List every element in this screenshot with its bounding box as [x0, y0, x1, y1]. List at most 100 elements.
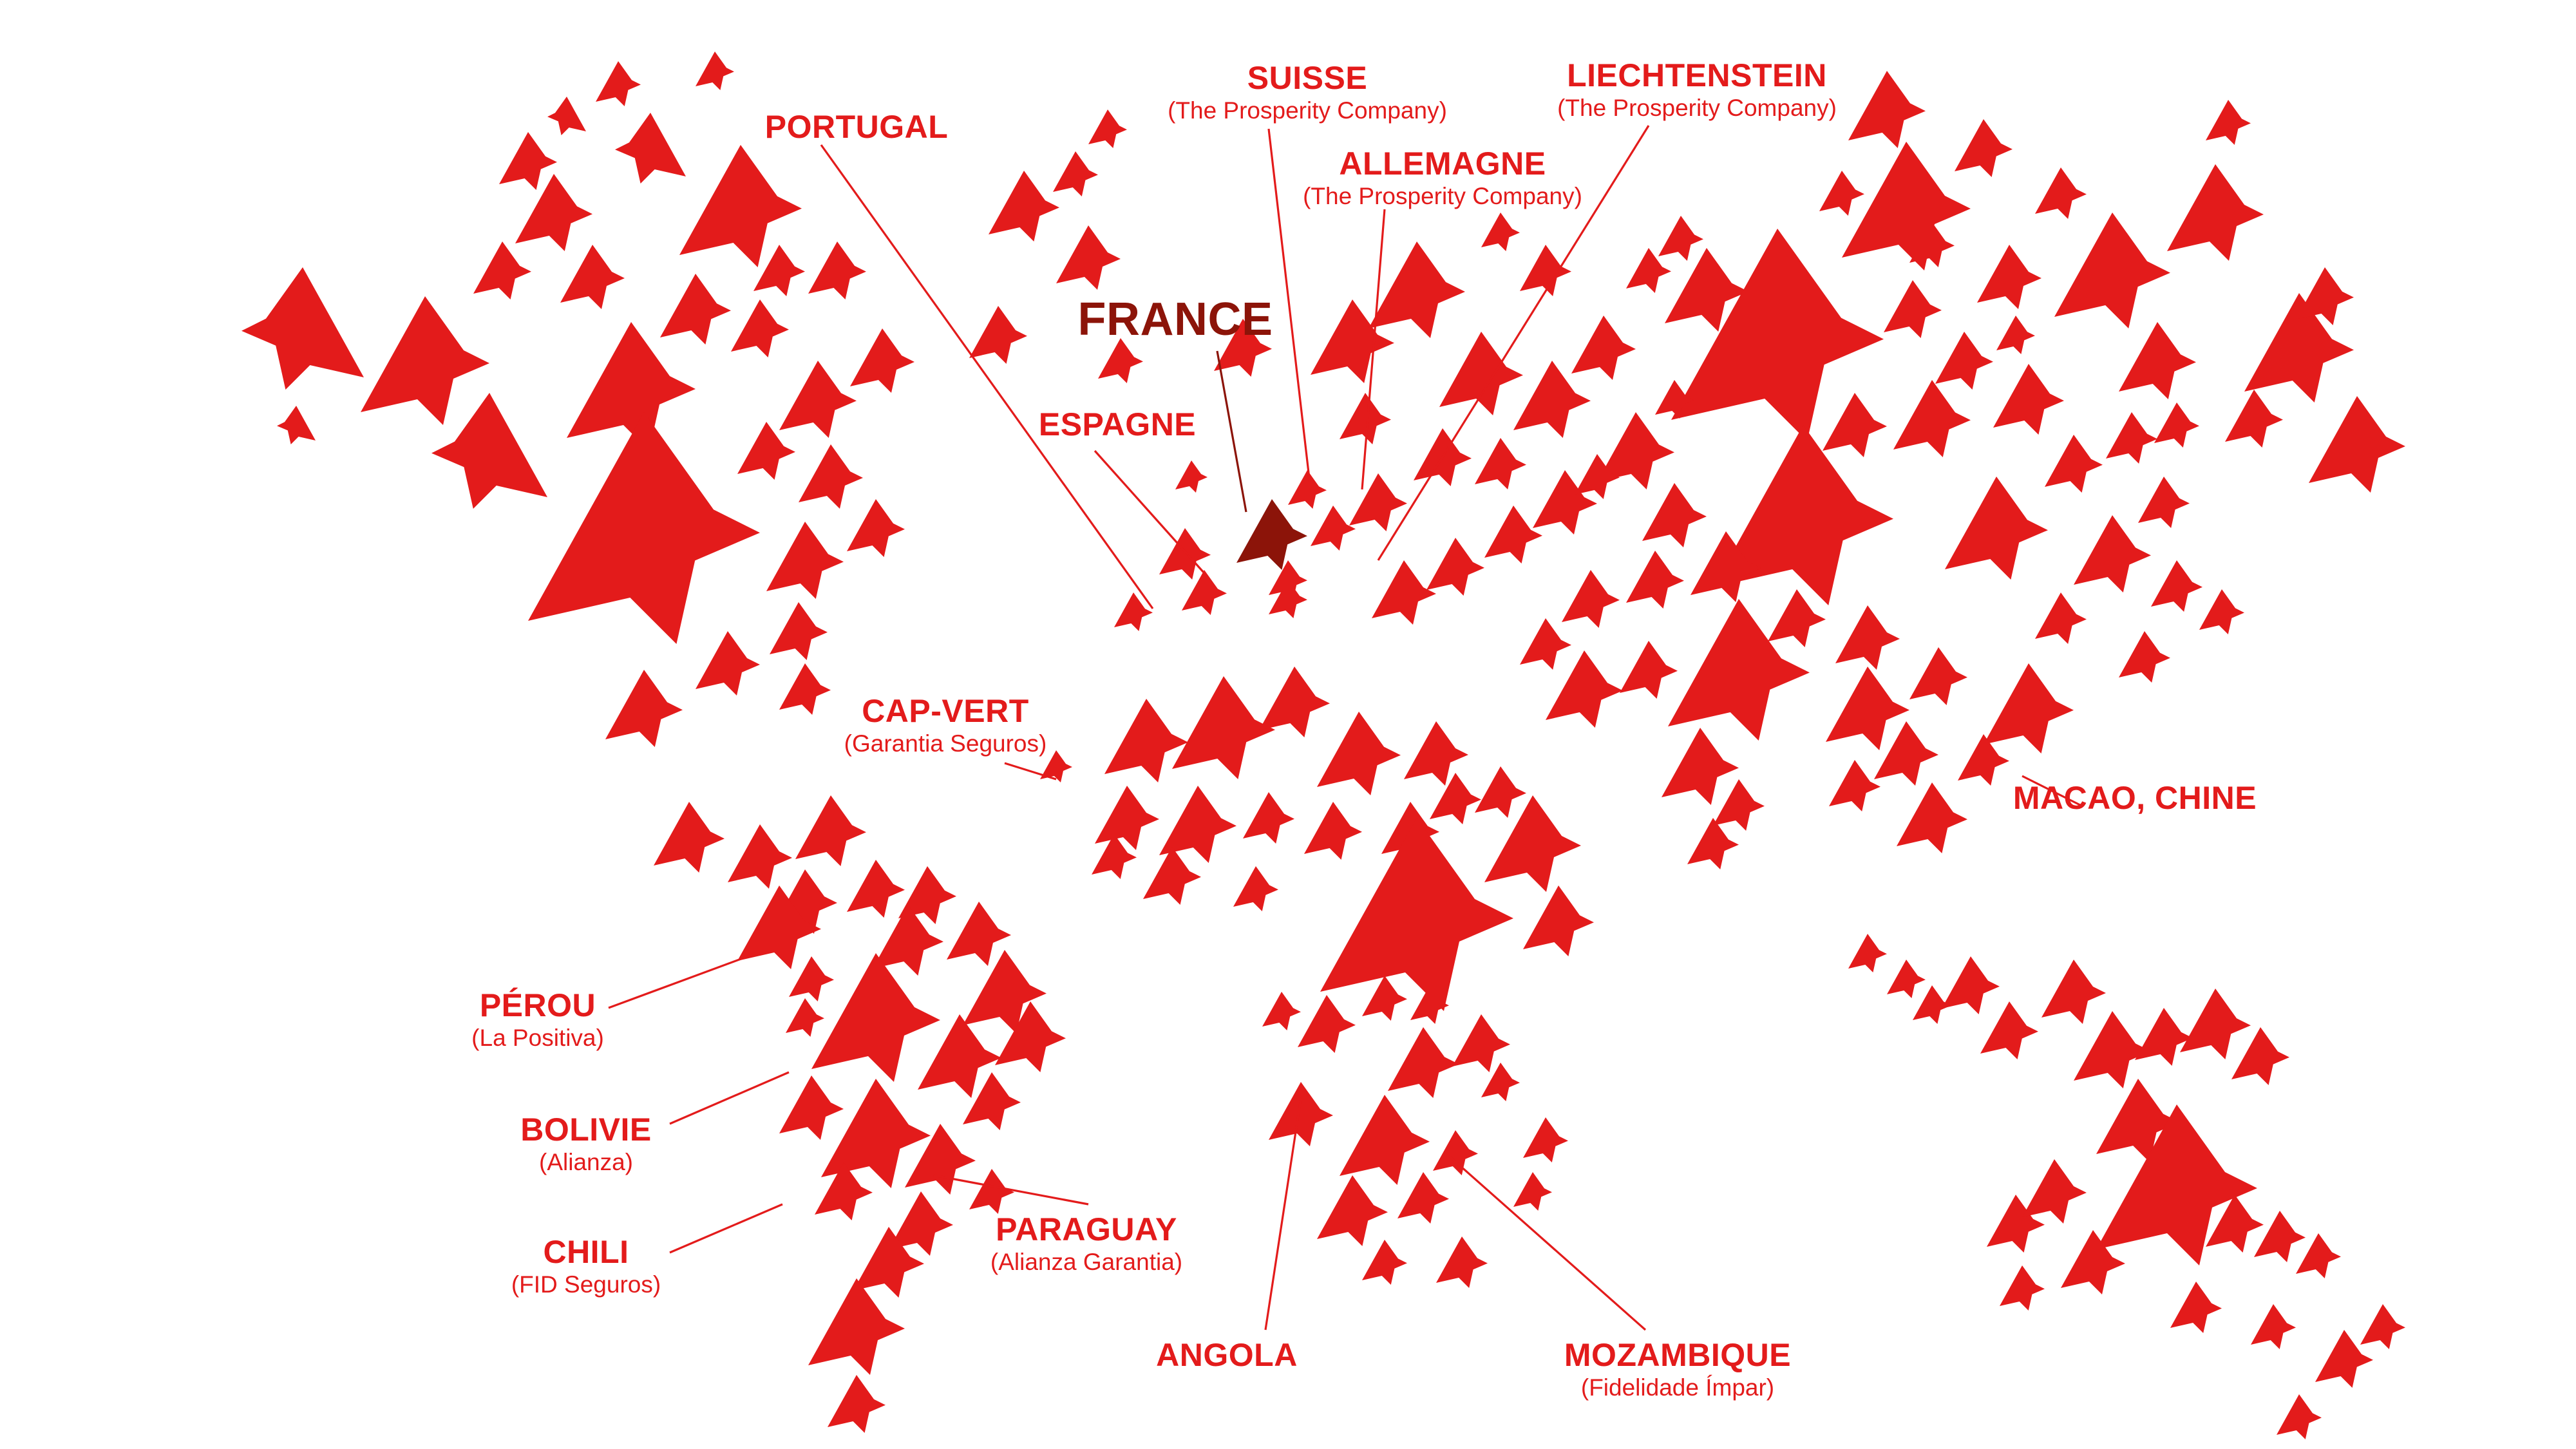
map-shape-169: [889, 1191, 953, 1256]
map-shape-121: [1104, 699, 1188, 782]
map-shape-143: [1433, 1130, 1478, 1175]
map-shape-9: [753, 245, 805, 296]
map-shape-10: [596, 61, 641, 106]
map-shape-193: [2000, 1265, 2045, 1311]
map-shape-186: [2135, 1008, 2193, 1066]
map-shape-106: [2296, 267, 2354, 325]
map-shape-147: [1362, 1240, 1407, 1285]
map-shape-45: [1513, 361, 1591, 438]
map-shape-91: [1984, 663, 2074, 753]
map-shape-85: [1520, 618, 1571, 670]
map-shape-168: [905, 1124, 976, 1195]
map-shape-130: [1430, 773, 1481, 824]
map-shape-76: [1945, 477, 2048, 580]
map-shape-88: [1668, 599, 1810, 741]
map-shape-194: [2206, 1195, 2264, 1253]
map-shape-133: [1484, 795, 1581, 892]
leader-lines: [608, 125, 2081, 1331]
map-shape-180: [1913, 985, 1951, 1024]
map-shape-66: [2119, 322, 2196, 399]
country-name: FRANCE: [1077, 294, 1273, 345]
map-shape-47: [1484, 506, 1542, 564]
leader-line-chili: [669, 1203, 783, 1254]
map-shape-62: [2035, 167, 2087, 219]
map-shape-195: [2254, 1211, 2306, 1262]
leader-line-france: [1216, 350, 1247, 513]
partner-name: (The Prosperity Company): [1303, 183, 1582, 209]
map-shape-146: [1436, 1236, 1488, 1288]
partner-name: (Alianza): [539, 1149, 633, 1175]
map-shape-200: [2360, 1304, 2405, 1349]
label-suisse: SUISSE (The Prosperity Company): [1168, 59, 1447, 125]
country-name: MOZAMBIQUE: [1564, 1337, 1792, 1373]
leader-line-macao: [2022, 775, 2081, 806]
map-shape-114: [1481, 213, 1520, 251]
map-shape-99: [2151, 560, 2202, 612]
label-macao: MACAO, CHINE: [2013, 779, 2257, 817]
map-shape-7: [560, 245, 625, 309]
country-name: CAP-VERT: [862, 693, 1029, 729]
map-shape-134: [1523, 886, 1594, 956]
map-shape-40: [1288, 470, 1327, 509]
map-shape-126: [1092, 834, 1137, 879]
map-shape-132: [1320, 818, 1513, 1011]
map-shape-0: [242, 267, 364, 390]
country-name: PÉROU: [479, 987, 596, 1023]
map-shape-128: [1304, 802, 1362, 860]
map-shape-61: [1955, 119, 2012, 177]
map-shape-63: [2054, 213, 2170, 328]
map-shapes: [242, 52, 2405, 1439]
map-shape-104: [1626, 248, 1671, 293]
map-shape-175: [969, 1169, 1014, 1214]
map-shape-96: [1829, 760, 1880, 811]
leader-line-mozambique: [1448, 1155, 1647, 1331]
map-shape-38: [1439, 332, 1523, 415]
map-shape-25: [277, 406, 316, 444]
map-shape-191: [2022, 1159, 2087, 1224]
map-shape-164: [995, 1001, 1066, 1072]
map-shape-89: [1826, 667, 1909, 750]
map-shape-172: [808, 1278, 905, 1375]
map-shape-3: [515, 174, 592, 251]
label-allemagne: ALLEMAGNE (The Prosperity Company): [1303, 145, 1582, 211]
map-shape-184: [2074, 1011, 2151, 1088]
map-shape-196: [2296, 1233, 2341, 1278]
map-shape-5: [679, 145, 802, 267]
map-shape-125: [1143, 847, 1201, 905]
map-shape-51: [1159, 528, 1211, 580]
map-shape-145: [1513, 1172, 1552, 1211]
map-shape-67: [1977, 245, 2041, 309]
map-shape-46: [1533, 470, 1597, 535]
country-name: ANGOLA: [1156, 1337, 1298, 1373]
map-shape-18: [799, 444, 863, 509]
map-shape-58: [1671, 229, 1884, 441]
map-shape-17: [737, 422, 795, 480]
map-shape-24: [605, 670, 683, 747]
map-shape-71: [1993, 364, 2064, 435]
map-shape-127: [1233, 866, 1278, 911]
map-shape-197: [2170, 1282, 2222, 1333]
map-shape-90: [1909, 647, 1967, 705]
leader-line-portugal: [820, 144, 1154, 609]
map-shape-136: [1362, 976, 1407, 1021]
map-shape-131: [1475, 766, 1526, 818]
leader-line-perou: [608, 952, 757, 1009]
leader-line-angola: [1264, 1097, 1302, 1331]
map-shape-86: [1546, 650, 1623, 728]
map-shape-159: [873, 905, 943, 976]
map-shape-153: [728, 824, 792, 889]
map-shape-21: [766, 522, 844, 599]
map-shape-107: [2309, 396, 2405, 493]
map-shape-178: [1848, 934, 1887, 972]
leader-line-allemagne: [1361, 209, 1386, 490]
map-shape-81: [1690, 531, 1761, 602]
label-bolivie: BOLIVIE (Alianza): [520, 1111, 652, 1177]
map-shape-100: [2199, 589, 2244, 634]
country-name: LIECHTENSTEIN: [1567, 57, 1827, 93]
map-shape-105: [2206, 100, 2251, 145]
map-shape-13: [731, 299, 789, 357]
map-shape-1: [361, 296, 489, 425]
map-shape-167: [821, 1079, 931, 1188]
partner-name: (The Prosperity Company): [1557, 95, 1837, 121]
